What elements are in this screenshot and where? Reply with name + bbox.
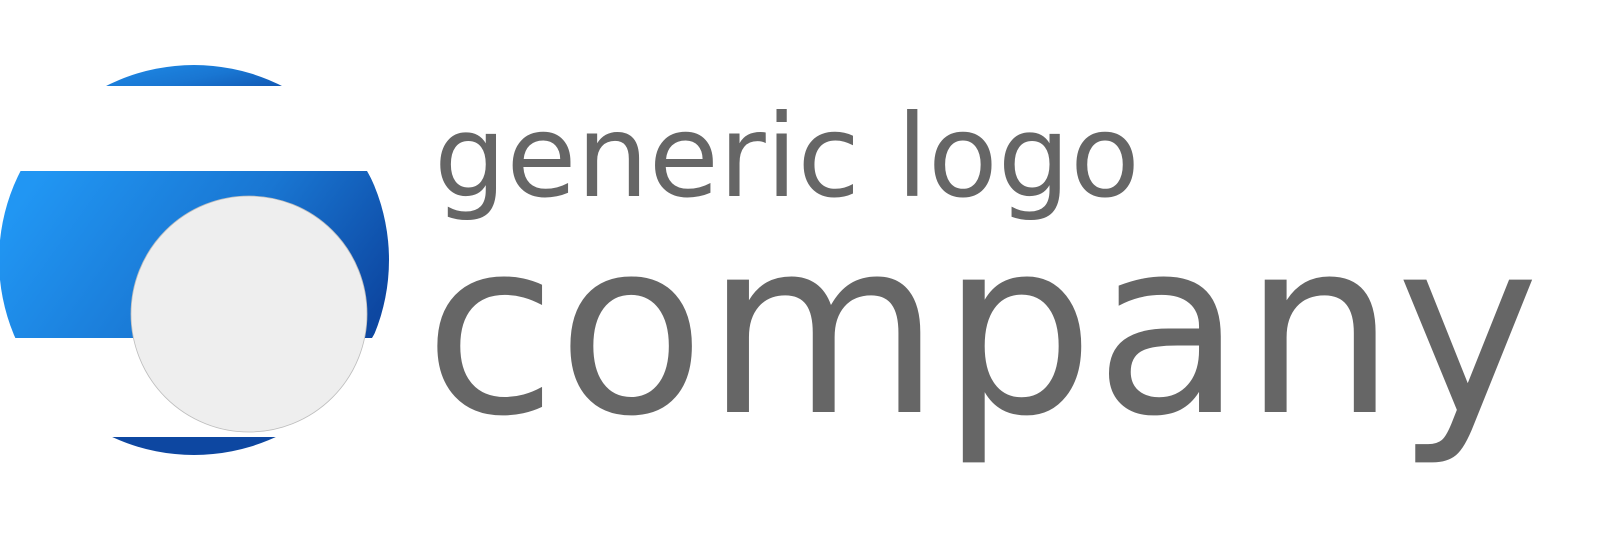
- logo-tagline: generic logo: [434, 90, 1140, 223]
- logo-company-name: company: [424, 188, 1540, 470]
- logo-mark-icon: [0, 65, 389, 455]
- logo-top-band: [0, 65, 389, 86]
- logo-disc: [130, 195, 368, 433]
- logo-bottom-band: [0, 437, 389, 455]
